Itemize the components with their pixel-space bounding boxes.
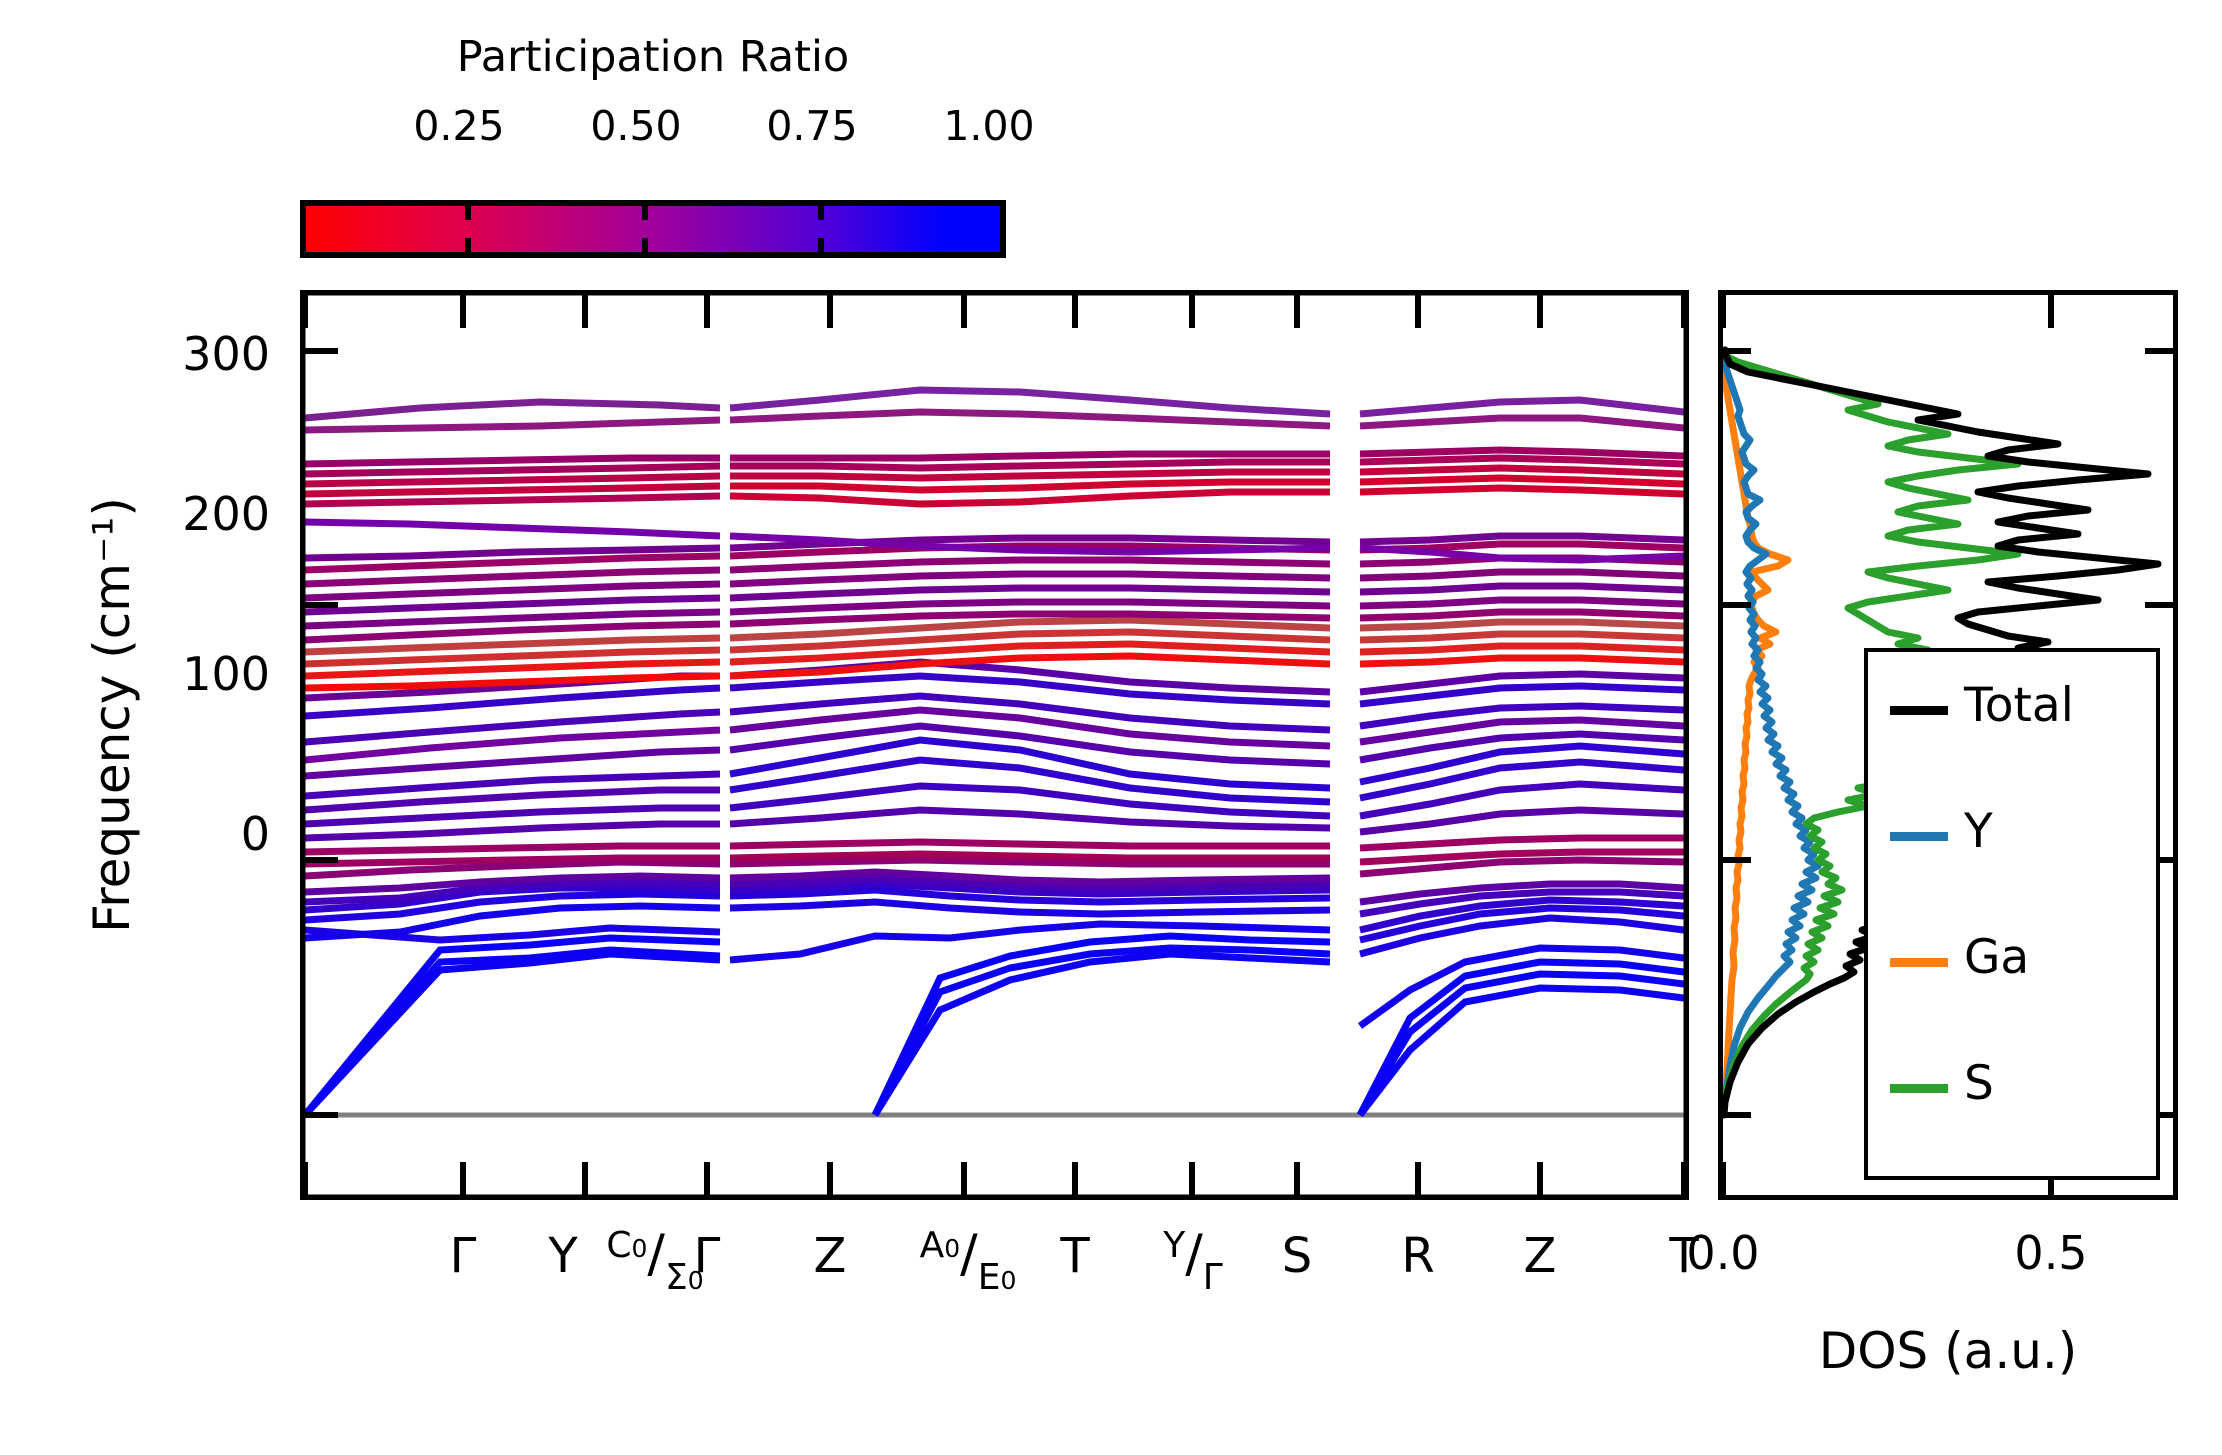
dos-frame: [1718, 290, 2178, 1200]
colorbar-title: Participation Ratio: [456, 32, 850, 82]
dos-axis-label: DOS (a.u.): [1818, 1322, 2078, 1380]
xtick-label-T-1: T: [1060, 1228, 1090, 1284]
colorbar-tick-mark-1b: [642, 238, 648, 252]
colorbar-tick-1: 0.50: [590, 102, 682, 150]
dos-legend[interactable]: Total Y Ga S: [1864, 648, 2160, 1180]
xtick-label-A0-E0: A0/E0: [919, 1224, 1017, 1298]
ytick-label-100: 100: [182, 647, 270, 701]
legend-item-s[interactable]: S: [1868, 1052, 2164, 1128]
xtick-label-R: R: [1401, 1228, 1435, 1284]
colorbar-group: Participation Ratio 0.25 0.50 0.75 1.00: [300, 28, 1035, 258]
xtick-label-S: S: [1281, 1228, 1313, 1284]
band-curves: [305, 386, 1684, 1118]
colorbar-tick-mark-2b: [818, 238, 824, 252]
legend-label-ga: Ga: [1964, 930, 2030, 985]
xtick-label-Z-2: Z: [1523, 1228, 1557, 1284]
dos-curve-Y: [1722, 346, 1822, 1119]
legend-label-y: Y: [1964, 804, 1993, 859]
dos-panel[interactable]: Total Y Ga S: [1718, 290, 2178, 1200]
bands-panel[interactable]: [300, 290, 1689, 1200]
colorbar-tick-3: 1.00: [943, 102, 1035, 150]
xtick-label-T-2: T: [1669, 1228, 1699, 1284]
colorbar-tick-mark-1: [642, 206, 648, 220]
colorbar-gradient: [300, 200, 1006, 258]
xtick-label-Y-Gamma: Y/Γ: [1163, 1224, 1223, 1298]
bands-xtick-labels: Γ Y C0/Σ0 Γ Z A0/E0 T Y/Γ S R Z T: [300, 1218, 1699, 1348]
colorbar-tick-2: 0.75: [766, 102, 858, 150]
colorbar-tick-0: 0.25: [413, 102, 505, 150]
ytick-label-0: 0: [240, 807, 270, 861]
legend-label-total: Total: [1964, 678, 2074, 733]
legend-swatch-ga: [1890, 958, 1948, 967]
ytick-label-300: 300: [182, 327, 270, 381]
colorbar-ticklabels: 0.25 0.50 0.75 1.00: [300, 102, 1034, 154]
colorbar-tick-mark-0: [465, 206, 471, 220]
legend-item-total[interactable]: Total: [1868, 674, 2164, 750]
dos-xtick-labels: 0.0 0.5: [1686, 1222, 2178, 1292]
dos-xtick-label-0: 0.0: [1686, 1226, 1760, 1280]
colorbar-tick-mark-2: [818, 206, 824, 220]
bands-x-ticks: [302, 295, 1687, 1195]
xtick-label-gamma-2: Γ: [693, 1228, 721, 1284]
legend-label-s: S: [1964, 1056, 1994, 1111]
bands-frame: [300, 290, 1689, 1200]
colorbar-tick-mark-0b: [465, 238, 471, 252]
xtick-label-gamma-1: Γ: [449, 1228, 477, 1284]
legend-swatch-total: [1890, 706, 1948, 715]
legend-swatch-y: [1890, 832, 1948, 841]
xtick-label-Y: Y: [548, 1228, 578, 1284]
dos-xtick-label-1: 0.5: [2014, 1226, 2088, 1280]
bands-y-ticks: [305, 348, 338, 1118]
ytick-label-200: 200: [182, 487, 270, 541]
xtick-label-C0-Sigma0: C0/Σ0: [606, 1224, 704, 1298]
bands-plot-svg: [300, 290, 1689, 1200]
dos-curve-Ga: [1722, 346, 1792, 1119]
legend-swatch-s: [1890, 1084, 1948, 1093]
bands-ytick-labels: 300 200 100 0: [70, 0, 270, 1455]
legend-item-ga[interactable]: Ga: [1868, 926, 2164, 1002]
legend-item-y[interactable]: Y: [1868, 800, 2164, 876]
xtick-label-Z-1: Z: [813, 1228, 847, 1284]
